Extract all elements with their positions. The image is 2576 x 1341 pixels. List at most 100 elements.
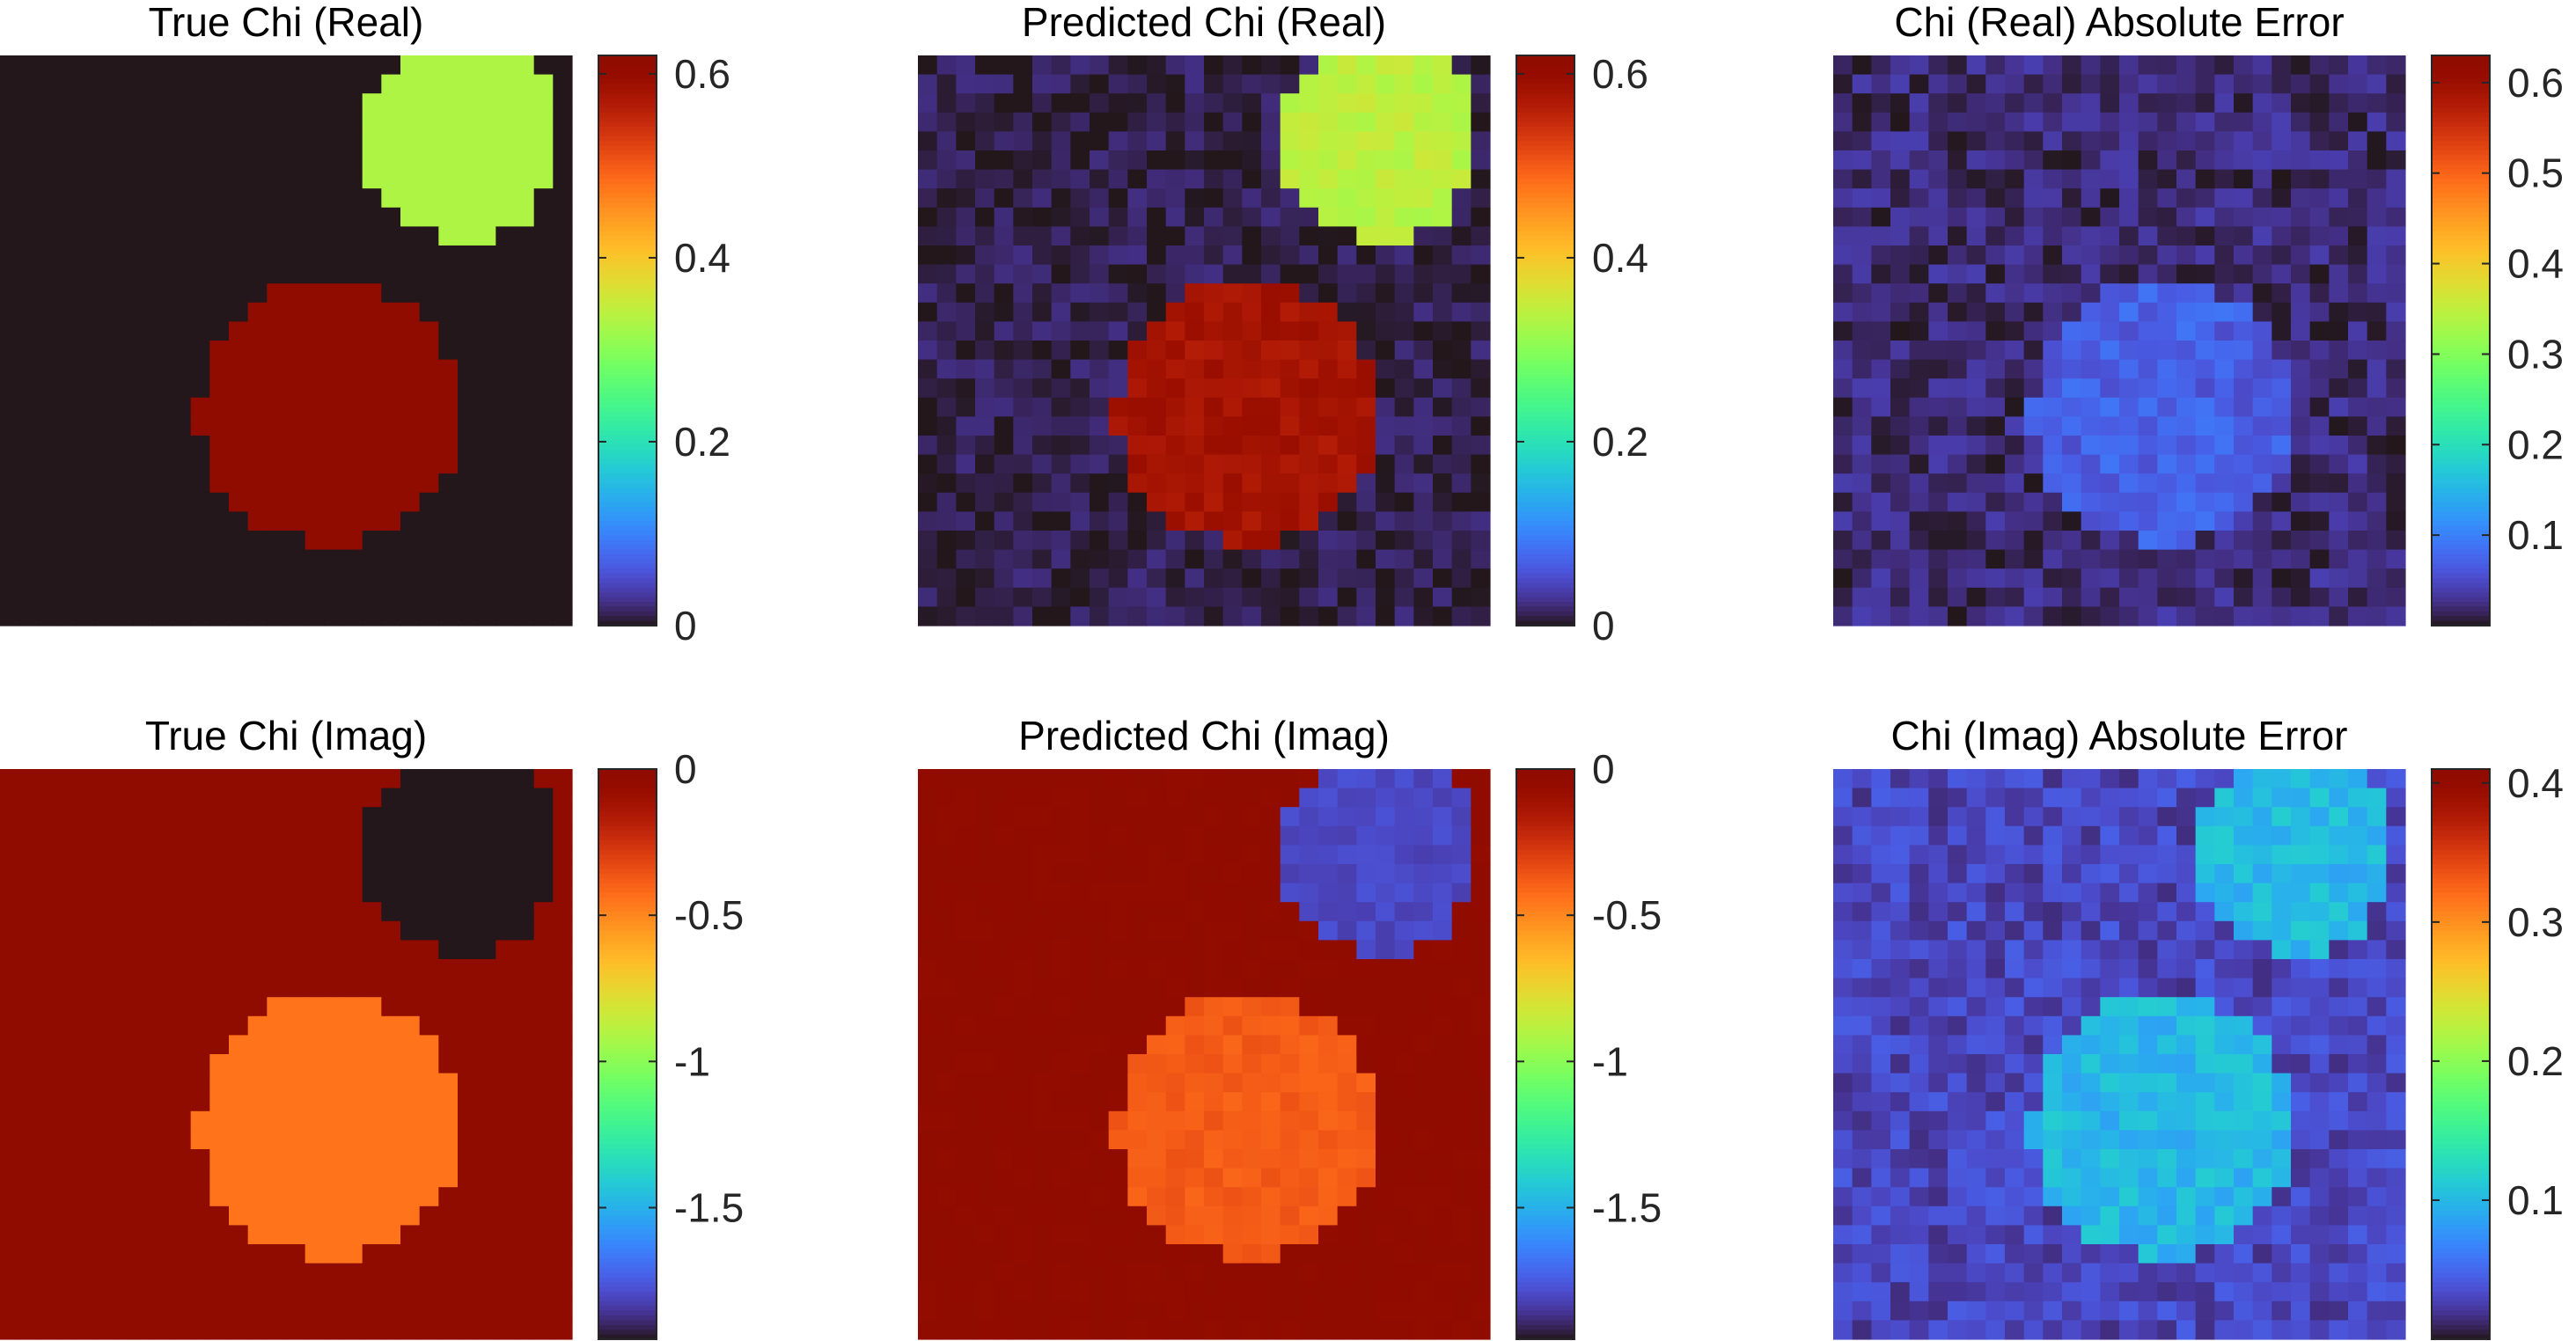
heatmap-cell [2043,436,2063,456]
heatmap-cell [57,131,77,151]
heatmap-cell [57,1130,77,1150]
heatmap-cell [2195,341,2215,361]
heatmap-cell [1394,997,1414,1017]
heatmap-cell [18,93,39,114]
heatmap-cell [1337,1263,1357,1283]
heatmap-cell [286,959,306,979]
heatmap-cell [994,169,1014,189]
heatmap-cell [476,902,496,922]
heatmap-cell [2329,511,2349,531]
colorbar-band [598,240,657,246]
heatmap-cell [1356,940,1376,960]
heatmap-cell [2386,264,2406,284]
heatmap-cell [994,492,1014,512]
heatmap-cell [994,997,1014,1017]
heatmap-cell [495,473,516,494]
heatmap-cell [1185,1092,1205,1112]
heatmap-cell [1147,492,1167,512]
heatmap-cell [190,302,210,322]
heatmap-cell [1890,321,1911,341]
heatmap-cell [1222,1073,1243,1093]
heatmap-cell [362,902,382,922]
heatmap-cell [994,74,1014,94]
heatmap-cell [324,845,344,865]
heatmap-cell [190,549,210,569]
heatmap-cell [343,397,363,417]
heatmap-cell [1413,1092,1434,1112]
heatmap-cell [1433,997,1453,1017]
heatmap-cell [267,341,287,361]
heatmap-cell [918,978,938,998]
heatmap-cell [18,587,39,607]
heatmap-cell [343,568,363,589]
heatmap-cell [1204,283,1224,304]
heatmap-cell [1376,416,1396,436]
heatmap-cell [286,997,306,1017]
heatmap-cell [1356,1110,1376,1131]
heatmap-cell [476,416,496,436]
heatmap-cell [1032,55,1053,76]
colorbar-tick-label: 0.5 [2507,150,2564,196]
heatmap-cell [133,1073,153,1093]
heatmap-cell [1108,436,1128,456]
heatmap-cell [1261,207,1281,227]
heatmap-cell [1185,1205,1205,1226]
heatmap-cell [1451,416,1471,436]
heatmap-cell [1147,454,1167,474]
heatmap-cell [1299,93,1319,114]
heatmap-cell [1948,302,1968,322]
heatmap-cell [133,226,153,246]
colorbar-band [2432,283,2490,289]
heatmap-cell [918,378,938,399]
heatmap-cell [956,1035,976,1055]
heatmap-cell [1222,302,1243,322]
heatmap-cell [1413,321,1434,341]
colorbar-band [2432,502,2490,508]
heatmap-cell [2291,568,2311,589]
heatmap-cell [1318,1149,1339,1169]
heatmap-cell [975,769,995,789]
heatmap-cell [1070,112,1090,132]
heatmap-cell [1204,1130,1224,1150]
heatmap-cell [438,1092,459,1112]
heatmap-cell [247,397,268,417]
heatmap-cell [1337,1015,1357,1036]
heatmap-cell [458,511,478,531]
heatmap-cell [1299,606,1319,627]
heatmap-cell [1280,416,1300,436]
heatmap-cell [495,93,516,114]
heatmap-cell [362,959,382,979]
heatmap-cell [305,1282,325,1302]
heatmap-cell [0,1263,20,1283]
heatmap-cell [1299,321,1319,341]
heatmap-cell [2043,511,2063,531]
heatmap-cell [918,997,938,1017]
heatmap-cell [956,1110,976,1131]
heatmap-cell [1051,807,1071,827]
heatmap-cell [1985,511,2006,531]
heatmap-cell [152,131,172,151]
heatmap-cell [247,473,268,494]
heatmap-cell [2138,321,2158,341]
heatmap-cell [2043,55,2063,76]
heatmap-cell [324,940,344,960]
heatmap-cell [553,55,573,76]
heatmap-cell [1433,1149,1453,1169]
heatmap-cell [1127,920,1148,941]
heatmap-cell [1185,920,1205,941]
heatmap-cell [1165,341,1185,361]
heatmap-cell [381,1168,401,1188]
heatmap-cell [1070,226,1090,246]
heatmap-cell [1471,864,1491,884]
heatmap-cell [533,416,554,436]
heatmap-cell [400,845,421,865]
heatmap-cell [1299,1092,1319,1112]
heatmap-cell [458,1244,478,1264]
heatmap-cell [994,1244,1014,1264]
heatmap-cell [1356,997,1376,1017]
heatmap-cell [1966,283,1986,304]
heatmap-cell [1299,188,1319,209]
heatmap-cell [1013,302,1033,322]
heatmap-cell [133,959,153,979]
colorbar-band [1516,150,1574,156]
